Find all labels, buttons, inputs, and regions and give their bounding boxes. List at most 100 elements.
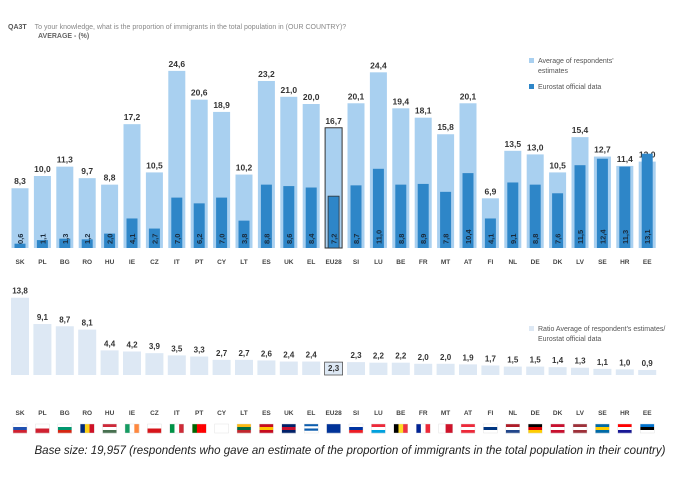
eurostat-bar-BG	[59, 238, 71, 248]
ratio-category-HU: HU	[105, 410, 115, 417]
flag-icon-DK	[550, 423, 565, 434]
ratio-category-LU: LU	[374, 410, 383, 417]
eurostat-label-PT: 6,2	[195, 234, 204, 244]
ratio-label-NL: 1,5	[507, 356, 519, 365]
eurostat-bar-EL	[305, 187, 317, 248]
ratio-bar-NL	[503, 366, 522, 375]
ratio-label-AT: 1,9	[462, 353, 474, 362]
legend-label-ratio: Ratio Average of respondent's estimates/	[538, 326, 665, 333]
ratio-label-HR: 1,0	[619, 358, 631, 367]
eurostat-label-EE: 13,1	[643, 229, 652, 244]
eurostat-bar-IT	[171, 197, 183, 248]
eurostat-bar-SI	[350, 185, 362, 248]
category-label-FR: FR	[419, 259, 428, 266]
category-label-PL: PL	[38, 259, 46, 266]
ratio-category-PL: PL	[38, 410, 46, 417]
eurostat-label-RO: 1,2	[83, 234, 92, 244]
flag-icon-AT	[460, 423, 476, 434]
ratio-label-PT: 3,3	[194, 346, 206, 355]
flag-icon-LT	[236, 423, 252, 434]
ratio-category-PT: PT	[195, 410, 203, 417]
ratio-bar-EU28	[324, 361, 344, 376]
ratio-label-DK: 1,4	[552, 356, 564, 365]
estimate-label-AT: 20,1	[460, 91, 477, 101]
flag-icon-NL	[505, 423, 520, 434]
flag-icon-SK	[12, 423, 28, 434]
legend-label-estimates-2: estimates	[538, 68, 568, 75]
eurostat-label-SE: 12,4	[598, 229, 607, 244]
eurostat-label-DE: 8,8	[531, 234, 540, 244]
eurostat-bar-PL	[36, 240, 48, 248]
eurostat-bar-NL	[507, 182, 519, 248]
eurostat-label-AT: 10,4	[464, 229, 473, 244]
category-label-DK: DK	[553, 259, 563, 266]
category-label-HR: HR	[620, 259, 630, 266]
eurostat-label-IT: 7,0	[173, 234, 182, 244]
eurostat-label-MT: 7,8	[442, 234, 451, 244]
eurostat-label-UK: 8,6	[285, 234, 294, 244]
flag-icon-DE	[528, 423, 543, 434]
ratio-label-FI: 1,7	[485, 354, 497, 363]
ratio-bar-ES	[257, 360, 276, 375]
ratio-label-CY: 2,7	[216, 349, 228, 358]
category-label-DE: DE	[531, 259, 541, 266]
ratio-bar-PL	[33, 324, 52, 375]
ratio-bar-BE	[391, 362, 410, 375]
ratio-label-EE: 0,9	[642, 359, 654, 368]
ratio-bar-CY	[212, 359, 231, 375]
estimate-label-EU28: 16,7	[325, 116, 342, 126]
category-label-BG: BG	[60, 259, 70, 266]
question-header: QA3T To your knowledge, what is the propo…	[8, 24, 346, 31]
estimate-label-SI: 20,1	[348, 91, 365, 101]
flag-icon-MT	[438, 423, 453, 434]
category-label-PT: PT	[195, 259, 203, 266]
estimate-label-NL: 13,5	[505, 139, 522, 149]
ratio-label-IT: 3,5	[171, 344, 183, 353]
category-label-LV: LV	[576, 259, 584, 266]
category-label-EE: EE	[643, 259, 652, 266]
eurostat-label-HR: 11,3	[621, 230, 630, 244]
estimate-label-HU: 8,8	[104, 173, 116, 183]
ratio-category-ES: ES	[262, 410, 271, 417]
eurostat-bar-RO	[81, 239, 93, 248]
eurostat-bar-HR	[619, 166, 631, 248]
eurostat-label-DK: 7,6	[554, 234, 563, 244]
ratio-category-SE: SE	[598, 410, 607, 417]
estimate-label-BG: 11,3	[57, 155, 73, 165]
ratio-bar-AT	[459, 364, 477, 375]
ratio-bar-LU	[369, 362, 388, 375]
legend-label-ratio-2: Eurostat official data	[538, 336, 601, 343]
ratio-label-SE: 1,1	[597, 358, 609, 367]
eurostat-bar-CY	[216, 197, 228, 248]
ratio-label-ES: 2,6	[261, 349, 273, 358]
ratio-label-DE: 1,5	[530, 356, 542, 365]
flag-icon-SI	[348, 423, 364, 434]
category-label-LU: LU	[374, 259, 383, 266]
eurostat-bar-IE	[126, 218, 138, 248]
eurostat-bar-FR	[417, 183, 429, 248]
eurostat-label-PL: 1,1	[38, 234, 47, 244]
flag-icon-UK	[281, 423, 296, 434]
flag-icon-FI	[483, 423, 498, 434]
ratio-bar-SE	[593, 368, 612, 375]
flag-icon-PT	[191, 423, 207, 434]
ratio-category-IE: IE	[129, 410, 136, 417]
ratio-bar-SI	[347, 362, 365, 375]
eurostat-bar-LU	[372, 168, 384, 248]
eurostat-label-FR: 8,9	[419, 234, 428, 244]
ratio-category-BE: BE	[396, 410, 406, 417]
eurostat-bar-AT	[462, 173, 474, 248]
flag-icon-IE	[124, 423, 140, 434]
category-label-ES: ES	[262, 259, 271, 266]
ratio-category-EL: EL	[307, 410, 315, 417]
category-label-BE: BE	[396, 259, 406, 266]
ratio-category-IT: IT	[174, 410, 180, 417]
ratio-label-LU: 2,2	[373, 352, 385, 361]
ratio-label-MT: 2,0	[440, 353, 452, 362]
ratio-label-BG: 8,7	[59, 315, 71, 324]
charts-svg: 8,3 0,6 SK 10,0 1,1 PL 11,3 1,3 BG 9,7 1,2 RO 8,8 2,0…	[11, 58, 665, 434]
flag-icon-SE	[595, 423, 610, 434]
flag-icon-CZ	[147, 423, 162, 434]
estimate-label-IE: 17,2	[124, 112, 141, 122]
